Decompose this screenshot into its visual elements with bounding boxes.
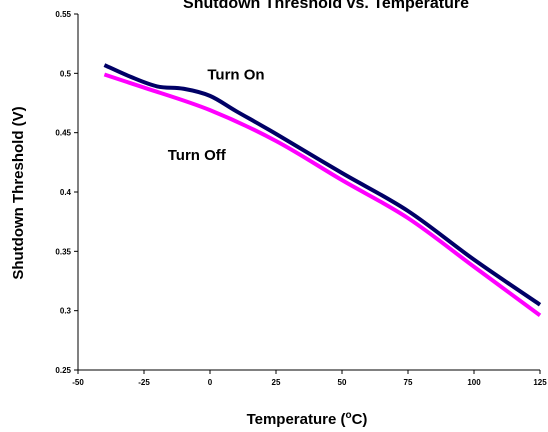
y-tick-label: 0.5 bbox=[60, 69, 72, 78]
y-axis-ticks: 0.25 0.3 0.35 0.4 0.45 0.5 0.55 bbox=[55, 10, 78, 375]
y-tick-label: 0.55 bbox=[55, 10, 71, 19]
y-tick-label: 0.35 bbox=[55, 247, 71, 256]
annotation-turn-off: Turn Off bbox=[168, 147, 227, 164]
x-axis-title: Temperature (oC) bbox=[247, 410, 368, 428]
y-axis-title: Shutdown Threshold (V) bbox=[10, 106, 27, 279]
x-tick-label: 75 bbox=[404, 378, 413, 387]
series-layer bbox=[103, 63, 542, 318]
y-tick-label: 0.4 bbox=[60, 188, 72, 197]
y-tick-label: 0.25 bbox=[55, 366, 71, 375]
y-tick-label: 0.3 bbox=[60, 307, 72, 316]
chart-title: Shutdown Threshold vs. Temperature bbox=[183, 0, 469, 12]
x-axis-ticks: -50 -25 0 25 50 75 100 125 bbox=[72, 370, 547, 387]
series-line-turn-on bbox=[103, 63, 542, 307]
annotation-layer: Turn On Turn Off bbox=[168, 66, 265, 164]
x-axis-title-superscript: o bbox=[345, 410, 351, 421]
x-tick-label: 125 bbox=[533, 378, 547, 387]
x-tick-label: 50 bbox=[338, 378, 347, 387]
annotation-turn-on: Turn On bbox=[207, 66, 264, 83]
x-axis-title-main: Temperature ( bbox=[247, 411, 346, 428]
plot-axes bbox=[77, 14, 540, 371]
x-tick-label: -50 bbox=[72, 378, 84, 387]
y-tick-label: 0.45 bbox=[55, 129, 71, 138]
series-line-turn-off bbox=[103, 72, 542, 318]
x-tick-label: 25 bbox=[272, 378, 281, 387]
x-tick-label: 0 bbox=[208, 378, 213, 387]
x-tick-label: -25 bbox=[138, 378, 150, 387]
x-tick-label: 100 bbox=[467, 378, 481, 387]
x-axis-title-tail: C) bbox=[352, 411, 368, 428]
